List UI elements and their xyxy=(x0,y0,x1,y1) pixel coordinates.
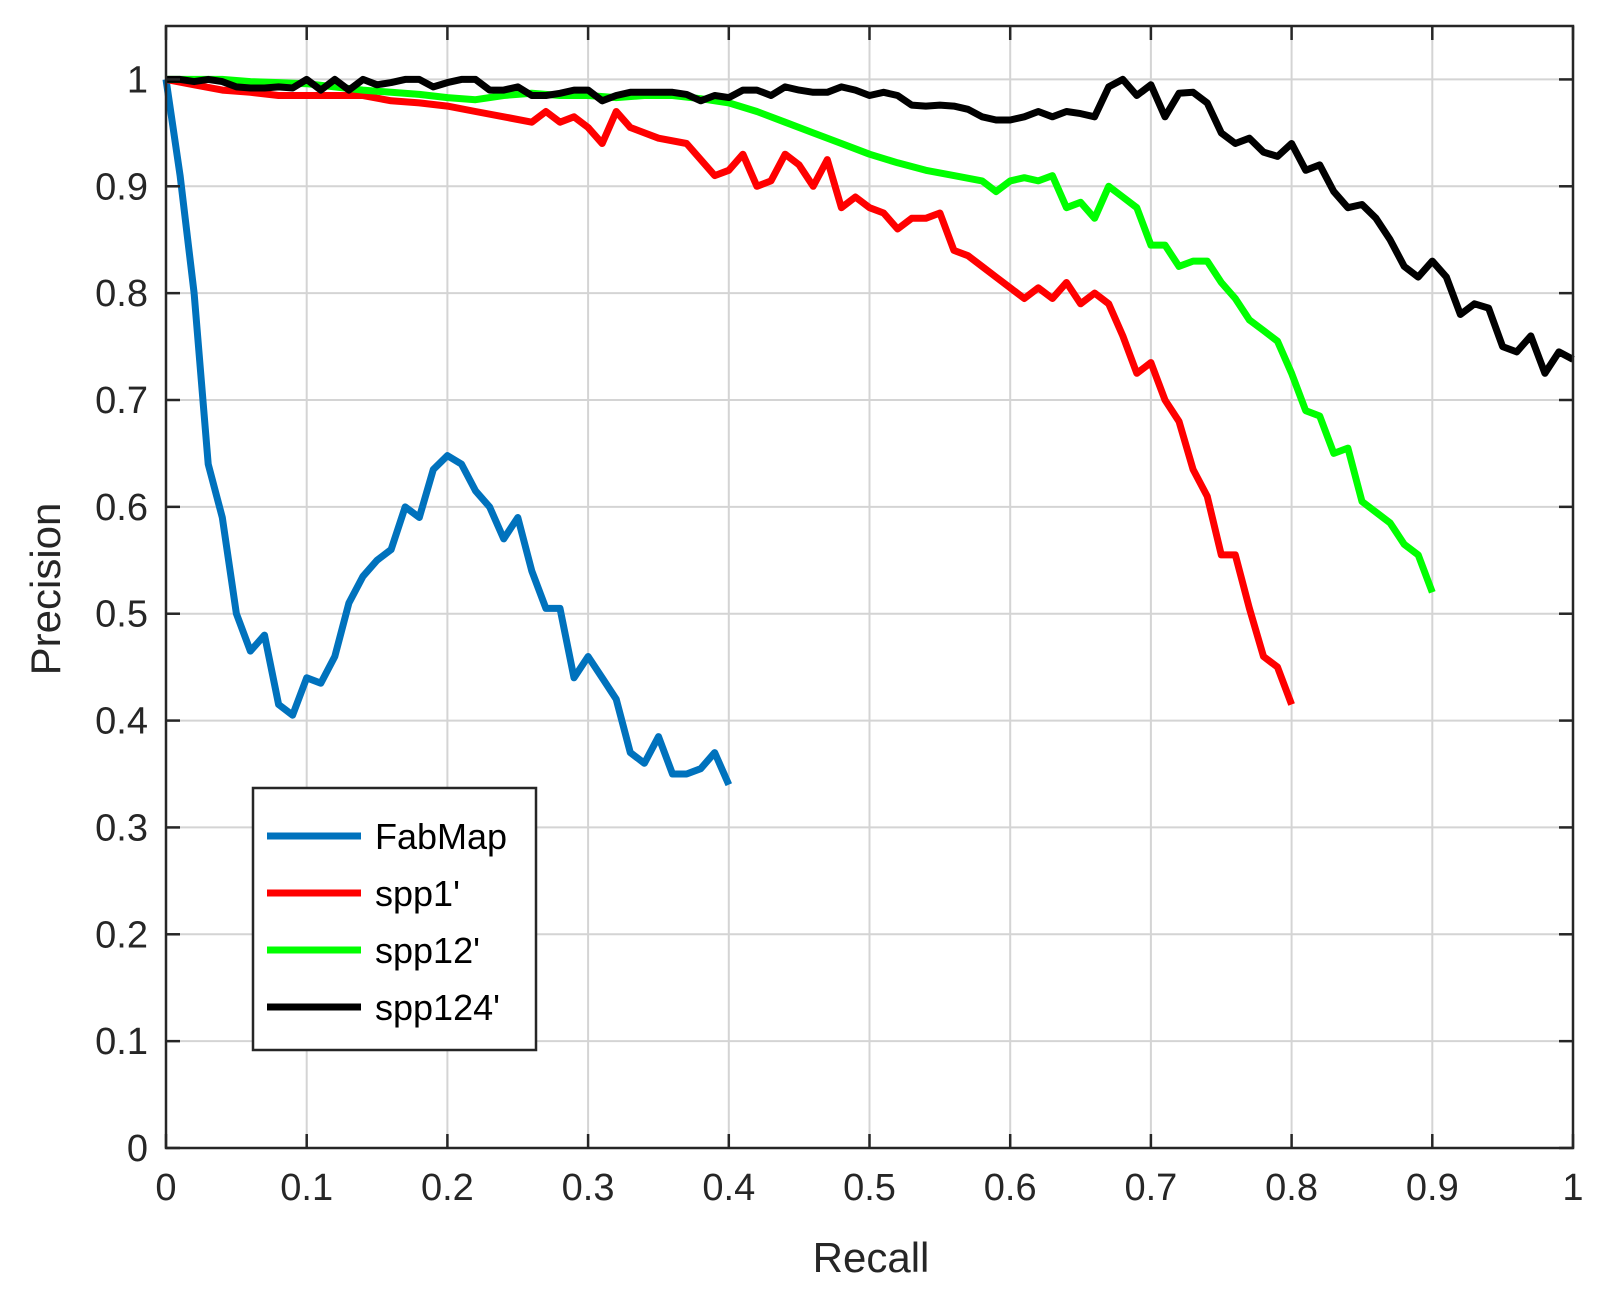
series-line-1 xyxy=(165,75,1295,706)
x-tick-label: 0.6 xyxy=(984,1167,1037,1209)
y-tick-label: 0.8 xyxy=(95,273,148,315)
x-tick-labels: 0 0.1 0.2 0.3 0.4 0.5 0.6 0.7 0.8 0.9 1 xyxy=(155,1167,1583,1209)
x-tick-label: 0.3 xyxy=(562,1167,615,1209)
legend: FabMap spp1' spp12' spp124' xyxy=(251,786,538,1052)
x-tick-label: 0 xyxy=(155,1167,176,1209)
y-tick-label: 0.1 xyxy=(95,1021,148,1063)
y-tick-label: 0.3 xyxy=(95,807,148,849)
x-tick-label: 0.5 xyxy=(843,1167,896,1209)
series-line-2 xyxy=(166,75,1436,594)
x-axis-label: Recall xyxy=(813,1234,930,1281)
y-tick-label: 0.5 xyxy=(95,594,148,636)
x-tick-label: 1 xyxy=(1562,1167,1583,1209)
y-tick-label: 0.6 xyxy=(95,487,148,529)
y-tick-label: 1 xyxy=(127,59,148,101)
y-axis-label: Precision xyxy=(22,503,69,676)
series-line-0 xyxy=(162,78,733,787)
x-tick-label: 0.2 xyxy=(421,1167,474,1209)
series-line-3 xyxy=(166,75,1575,377)
legend-label: FabMap xyxy=(375,816,507,857)
x-tick-label: 0.8 xyxy=(1265,1167,1318,1209)
ticks xyxy=(164,26,1575,1150)
y-tick-label: 0.9 xyxy=(95,166,148,208)
y-tick-label: 0.4 xyxy=(95,701,148,743)
y-tick-label: 0.7 xyxy=(95,380,148,422)
x-tick-label: 0.1 xyxy=(280,1167,333,1209)
legend-label: spp1' xyxy=(375,873,460,914)
x-tick-label: 0.4 xyxy=(702,1167,755,1209)
x-tick-label: 0.7 xyxy=(1124,1167,1177,1209)
y-tick-labels: 0 0.1 0.2 0.3 0.4 0.5 0.6 0.7 0.8 0.9 1 xyxy=(95,59,148,1170)
y-tick-label: 0.2 xyxy=(95,914,148,956)
y-tick-label: 0 xyxy=(127,1128,148,1170)
legend-label: spp124' xyxy=(375,987,500,1028)
series-lines xyxy=(162,75,1575,787)
legend-label: spp12' xyxy=(375,930,480,971)
x-tick-label: 0.9 xyxy=(1406,1167,1459,1209)
